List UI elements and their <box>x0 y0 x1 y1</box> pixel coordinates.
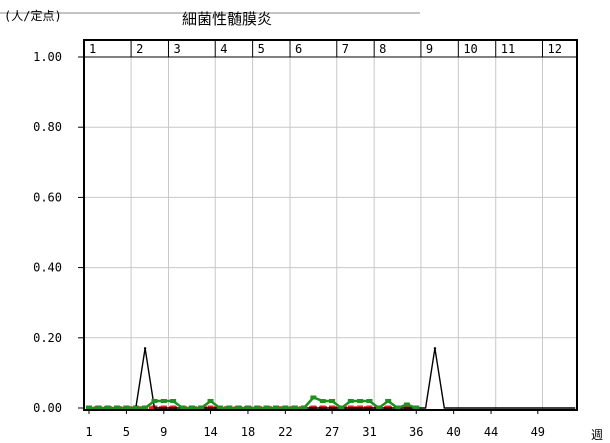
data-point <box>95 406 102 410</box>
data-point <box>235 406 242 410</box>
x-tick-label: 14 <box>203 425 217 439</box>
month-label: 6 <box>295 42 302 56</box>
chart-title: 細菌性髄膜炎 <box>182 10 272 28</box>
month-label: 2 <box>136 42 143 56</box>
y-tick-label: 1.00 <box>33 50 62 64</box>
data-point <box>375 406 382 410</box>
x-tick-label: 1 <box>85 425 92 439</box>
data-point <box>188 406 195 410</box>
data-point <box>179 406 186 410</box>
y-axis-unit-label: (人/定点) <box>4 8 62 23</box>
data-point <box>301 406 308 410</box>
data-point <box>142 406 149 410</box>
data-point <box>151 398 158 403</box>
data-point <box>282 406 289 410</box>
month-label: 9 <box>426 42 433 56</box>
y-axis-ticks: 1.00 0.80 0.60 0.40 0.20 0.00 <box>33 50 84 415</box>
data-point <box>123 406 130 410</box>
x-axis-unit-label: 週 <box>591 428 603 442</box>
month-label: 12 <box>547 42 561 56</box>
data-point <box>394 406 401 410</box>
x-tick-label: 44 <box>484 425 498 439</box>
data-point <box>366 398 373 403</box>
month-header: 1 2 3 4 5 6 7 8 9 10 11 12 <box>84 40 577 58</box>
x-tick-label: 36 <box>409 425 423 439</box>
data-point <box>347 398 354 403</box>
data-point <box>263 406 270 410</box>
x-tick-label: 49 <box>531 425 545 439</box>
x-tick-label: 22 <box>278 425 292 439</box>
data-point <box>319 398 326 403</box>
month-label: 8 <box>379 42 386 56</box>
data-point <box>226 406 233 410</box>
data-point <box>310 395 317 400</box>
month-label: 10 <box>463 42 477 56</box>
month-label: 4 <box>220 42 227 56</box>
data-point <box>170 398 177 403</box>
series-line <box>89 348 576 409</box>
x-tick-label: 9 <box>160 425 167 439</box>
data-point <box>244 406 251 410</box>
data-point <box>433 347 437 350</box>
data-point <box>338 406 345 410</box>
month-label: 7 <box>342 42 349 56</box>
month-label: 5 <box>258 42 265 56</box>
data-point <box>104 406 111 410</box>
x-tick-label: 31 <box>362 425 376 439</box>
data-point <box>143 347 147 350</box>
data-point <box>254 406 261 410</box>
y-tick-label: 0.60 <box>33 190 62 204</box>
data-point <box>329 398 336 403</box>
data-point <box>207 398 214 403</box>
y-tick-label: 0.00 <box>33 401 62 415</box>
y-tick-label: 0.40 <box>33 261 62 275</box>
grid <box>84 56 577 410</box>
month-label: 3 <box>173 42 180 56</box>
x-tick-label: 5 <box>123 425 130 439</box>
data-point <box>114 406 121 410</box>
data-point <box>86 406 92 410</box>
series-group <box>86 347 576 411</box>
x-axis-ticks: 1 5 9 14 18 22 27 31 36 40 44 49 <box>85 410 545 439</box>
data-point <box>291 406 298 410</box>
y-tick-label: 0.20 <box>33 331 62 345</box>
data-point <box>385 398 392 403</box>
data-point <box>357 398 364 403</box>
data-point <box>216 406 223 410</box>
y-tick-label: 0.80 <box>33 120 62 134</box>
data-point <box>198 406 205 410</box>
plot-frame <box>83 39 578 411</box>
x-tick-label: 27 <box>325 425 339 439</box>
data-point <box>403 402 410 407</box>
month-label: 1 <box>89 42 96 56</box>
data-point <box>132 406 139 410</box>
data-point <box>413 406 420 410</box>
x-tick-label: 18 <box>241 425 255 439</box>
data-point <box>273 406 279 410</box>
month-label: 11 <box>501 42 515 56</box>
data-point <box>160 398 167 403</box>
x-tick-label: 40 <box>446 425 460 439</box>
